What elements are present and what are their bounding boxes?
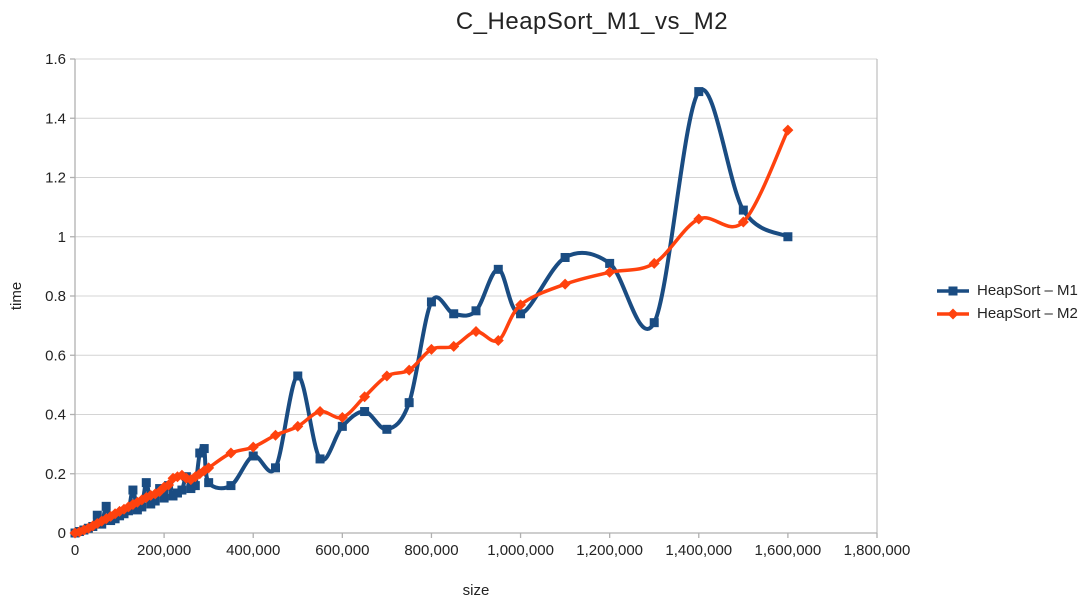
y-tick-label: 0 [58,525,66,542]
data-point [492,334,504,346]
data-point [426,297,436,307]
y-axis-title: time [8,281,25,311]
data-point [271,463,280,473]
data-point [337,421,347,431]
data-point [648,257,660,269]
series-heapsort-m1 [70,87,793,538]
legend-label: HeapSort – M2 [977,305,1078,322]
data-point [141,478,151,488]
data-point [293,371,303,381]
data-point [737,216,749,228]
x-tick-label: 200,000 [137,542,191,559]
data-point [425,343,437,355]
data-point [150,496,160,506]
data-point [226,481,236,491]
x-tick-label: 400,000 [226,542,280,559]
series-heapsort-m2 [69,124,794,539]
data-point [315,454,325,464]
data-point [128,485,138,495]
y-tick-label: 1.4 [45,110,66,127]
data-point [449,309,459,319]
y-tick-label: 1.2 [45,170,66,187]
y-tick-label: 1.6 [45,51,66,68]
data-point [292,420,304,432]
legend-item-heapsort-m1: HeapSort – M1 [936,279,1078,302]
data-point [560,252,570,262]
chart-title: C_HeapSort_M1_vs_M2 [455,8,729,35]
gridlines [75,58,877,475]
data-point [163,479,175,491]
x-tick-label: 1,600,000 [755,542,822,559]
legend-marker [947,308,959,319]
data-point [314,406,326,418]
x-tick-label: 1,800,000 [844,542,911,559]
data-point [649,318,659,328]
data-point [403,364,415,376]
data-point [516,309,526,319]
data-point [336,411,348,423]
data-point [109,508,121,520]
data-point [101,501,111,511]
data-point [471,306,481,316]
data-point [783,232,793,242]
data-point [137,502,147,512]
x-tick-label: 1,000,000 [487,542,554,559]
x-tick-label: 800,000 [404,542,458,559]
data-point [248,451,258,461]
data-point [381,370,393,382]
data-point [738,205,748,215]
data-point [270,429,281,441]
x-axis-title: size [462,582,490,599]
square-marker-swatch-icon [937,286,969,295]
y-tick-label: 0.2 [45,466,66,483]
data-point [404,398,414,408]
y-tick-label: 0.8 [45,288,66,305]
data-point [177,485,187,495]
legend: HeapSort – M1 HeapSort – M2 [936,279,1078,325]
data-point [559,278,571,290]
data-point [190,481,200,491]
data-point [199,444,209,454]
x-tick-label: 0 [71,542,79,559]
data-point [225,447,237,459]
data-point [204,478,214,488]
data-point [247,441,259,453]
data-point [359,391,371,403]
series-line [73,87,790,535]
y-tick-label: 0.4 [45,407,66,424]
data-point [382,424,392,434]
data-point [605,258,615,268]
data-point [515,299,527,311]
data-point [360,407,370,417]
data-point [493,264,503,274]
data-point [159,493,169,503]
x-tick-label: 1,400,000 [665,542,732,559]
diamond-marker-swatch-icon [937,308,969,319]
data-point [782,124,794,136]
x-tick-label: 600,000 [315,542,369,559]
data-point [105,510,117,522]
data-point [604,266,616,278]
legend-item-heapsort-m2: HeapSort – M2 [936,302,1078,325]
y-tick-label: 0.6 [45,347,66,364]
data-point [470,326,482,338]
data-point [203,462,215,474]
data-point [92,510,102,520]
legend-marker [948,286,958,295]
data-point [694,87,704,97]
legend-label: HeapSort – M1 [977,282,1078,299]
data-point [448,340,460,352]
x-tick-label: 1,200,000 [576,542,643,559]
axes: 0 0.2 0.4 0.6 0.8 1 1.2 1.4 1.6 0 200,000 400,000 60… [45,51,910,559]
data-point [693,213,705,225]
y-tick-label: 1 [58,229,66,246]
